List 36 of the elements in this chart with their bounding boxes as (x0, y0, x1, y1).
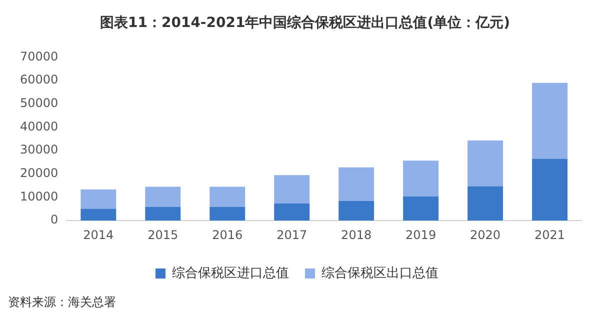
y-tick-label: 20000 (20, 166, 58, 180)
bar (468, 186, 504, 221)
x-tick-label: 2021 (534, 228, 566, 242)
x-tick-label: 2019 (406, 228, 436, 242)
bar (274, 175, 310, 204)
bar (338, 167, 374, 201)
y-tick-label: 0 (50, 212, 58, 227)
x-tick-label: 2014 (83, 228, 114, 242)
x-tick-label: 2020 (470, 228, 501, 242)
bar (274, 204, 310, 221)
y-tick-label: 70000 (20, 49, 58, 64)
y-tick-label: 60000 (20, 72, 58, 87)
bar (210, 186, 246, 207)
legend-label: 综合保税区进口总值 (172, 266, 289, 281)
x-tick-label: 2017 (276, 228, 308, 242)
bar (80, 208, 116, 221)
bar (403, 196, 439, 221)
y-tick-label: 10000 (20, 189, 58, 204)
legend-label: 综合保税区出口总值 (322, 266, 438, 281)
bar (338, 200, 374, 221)
y-tick-label: 50000 (20, 96, 58, 110)
bar (403, 160, 439, 196)
x-tick-label: 2016 (212, 228, 243, 242)
chart-title: 图表11：2014-2021年中国综合保税区进出口总值(单位：亿元) (98, 14, 512, 33)
bar (532, 158, 568, 221)
y-tick-label: 30000 (20, 142, 58, 157)
bar (145, 206, 181, 221)
text: 资料来源：海关总署 (8, 294, 117, 311)
bar (80, 190, 116, 209)
x-tick-label: 2015 (148, 228, 178, 242)
bar (145, 186, 181, 207)
y-tick-label: 40000 (20, 119, 58, 134)
bar (468, 140, 504, 186)
bar (210, 206, 246, 221)
x-tick-label: 2018 (341, 228, 372, 242)
bar (532, 82, 568, 159)
